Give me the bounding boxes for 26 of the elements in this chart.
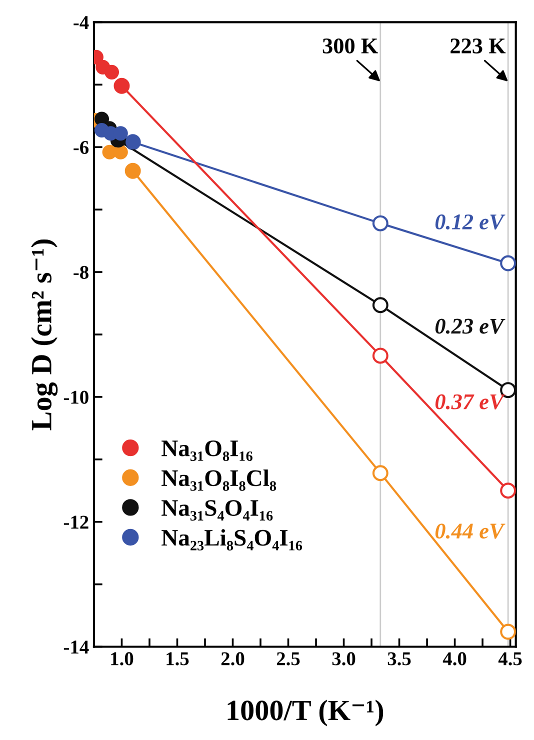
x-tick-label: 3.5: [388, 652, 411, 666]
ref-line-label: 223 K: [450, 38, 506, 54]
annotation: 0.37 eV: [435, 394, 506, 410]
x-tick-label: 3.0: [332, 652, 356, 666]
legend-label: Na₂₃Li₈S₄O₄I₁₆: [162, 529, 302, 550]
y-tick-label: -12: [64, 516, 88, 529]
legend-label: Na₃₁S₄O₄I₁₆: [162, 500, 273, 521]
y-tick-label: -6: [74, 140, 89, 154]
x-tick-label: 2.5: [276, 652, 300, 666]
ref-line-label: 300 K: [322, 38, 378, 54]
y-tick-label: -4: [74, 16, 89, 29]
annotation: 0.23 eV: [435, 318, 506, 334]
annotation: 0.44 eV: [435, 524, 506, 539]
y-tick-label: -8: [74, 266, 88, 279]
legend-label: Na₃₁O₈I₁₆: [162, 440, 252, 462]
y-axis-title: Log D (cm² s⁻¹): [30, 240, 58, 430]
annotation: 0.12 eV: [435, 214, 506, 230]
x-axis-title: 1000/T (K⁻¹): [228, 700, 384, 726]
x-tick-label: 1.0: [111, 652, 134, 666]
x-tick-label: 4.0: [442, 652, 466, 666]
x-tick-label: 4.5: [498, 652, 522, 666]
legend-label: Na₃₁O₈I₈Cl₈: [162, 470, 276, 491]
x-tick-label: 2.0: [221, 652, 244, 666]
x-tick-label: 1.5: [166, 652, 189, 666]
y-tick-label: -10: [64, 390, 88, 404]
y-tick-label: -14: [64, 640, 89, 654]
